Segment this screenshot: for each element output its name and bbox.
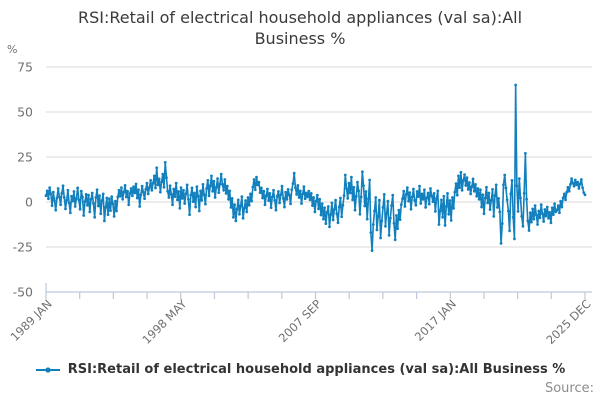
legend: RSI:Retail of electrical household appli… bbox=[0, 362, 600, 377]
data-series-line bbox=[45, 84, 586, 252]
y-tick-label: 0 bbox=[25, 195, 33, 210]
y-tick-label: 75 bbox=[17, 60, 33, 75]
x-tick-label: 2017 JAN bbox=[412, 297, 459, 344]
legend-line-icon bbox=[35, 366, 60, 373]
chart-title-line2: Business % bbox=[254, 29, 346, 48]
y-tick-label: 50 bbox=[17, 105, 33, 120]
x-tick-label: 1989 JAN bbox=[8, 297, 55, 344]
legend-item-series[interactable]: RSI:Retail of electrical household appli… bbox=[35, 362, 565, 377]
chart-title: RSI:Retail of electrical household appli… bbox=[0, 7, 600, 49]
source-label: Source: bbox=[544, 381, 594, 396]
x-tick-label: 2007 SEP bbox=[276, 297, 324, 345]
y-tick-label: -50 bbox=[13, 285, 33, 300]
chart-title-line1: RSI:Retail of electrical household appli… bbox=[77, 8, 523, 27]
x-tick-label: 2025 DEC bbox=[543, 297, 593, 347]
y-axis-unit-label: % bbox=[7, 43, 18, 56]
legend-label: RSI:Retail of electrical household appli… bbox=[67, 362, 566, 377]
y-tick-label: 25 bbox=[17, 150, 33, 165]
x-tick-label: 1998 MAY bbox=[139, 296, 190, 347]
y-tick-label: -25 bbox=[13, 240, 33, 255]
data-series-markers bbox=[44, 83, 587, 253]
